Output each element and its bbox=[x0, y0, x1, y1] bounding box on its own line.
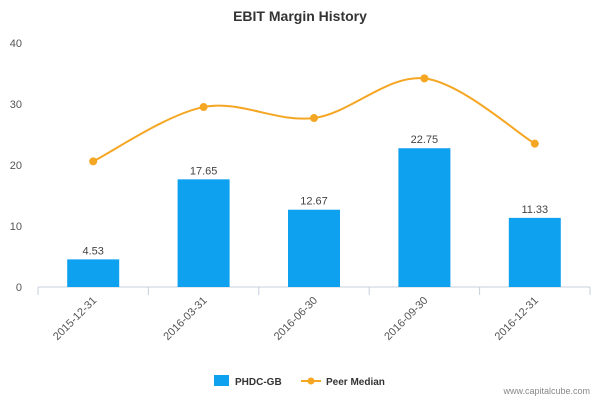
source-credit: www.capitalcube.com bbox=[502, 386, 590, 396]
x-tick-label: 2015-12-31 bbox=[51, 295, 99, 343]
y-tick-label: 10 bbox=[10, 221, 22, 233]
chart-title: EBIT Margin History bbox=[233, 8, 367, 24]
bar[interactable] bbox=[508, 217, 561, 287]
bar-data-label: 4.53 bbox=[82, 245, 103, 257]
y-tick-label: 20 bbox=[10, 160, 22, 172]
legend-label-peer-median: Peer Median bbox=[326, 377, 385, 388]
y-tick-label: 40 bbox=[10, 38, 22, 50]
bar-data-labels: 4.53 17.65 12.67 22.75 11.33 bbox=[82, 134, 548, 257]
x-tick-label: 2016-12-31 bbox=[493, 295, 541, 343]
peer-median-point[interactable] bbox=[89, 157, 98, 166]
bar-data-label: 17.65 bbox=[190, 165, 218, 177]
x-tick-labels: 2015-12-31 2016-03-31 2016-06-30 2016-09-30… bbox=[51, 295, 541, 343]
line-series-peer-median bbox=[89, 74, 539, 166]
legend-swatch-phdc-gb bbox=[214, 375, 229, 386]
x-tick-label: 2016-03-31 bbox=[161, 295, 209, 343]
x-tick-marks bbox=[37, 287, 591, 295]
peer-median-point[interactable] bbox=[530, 139, 539, 148]
legend[interactable]: PHDC-GB Peer Median bbox=[214, 375, 385, 388]
y-tick-label: 30 bbox=[10, 99, 22, 111]
bar-data-label: 12.67 bbox=[300, 196, 328, 208]
bar-data-label: 22.75 bbox=[411, 134, 439, 146]
peer-median-point[interactable] bbox=[199, 103, 208, 112]
y-axis: 0 10 20 30 40 bbox=[10, 38, 22, 294]
legend-marker-peer-median bbox=[307, 377, 315, 385]
bar[interactable] bbox=[288, 209, 340, 287]
legend-label-phdc-gb: PHDC-GB bbox=[235, 377, 282, 388]
y-tick-label: 0 bbox=[16, 282, 22, 294]
bar[interactable] bbox=[177, 179, 230, 287]
bar-series-phdc-gb bbox=[67, 148, 561, 287]
peer-median-point[interactable] bbox=[420, 74, 429, 83]
bar-data-label: 11.33 bbox=[521, 204, 548, 216]
peer-median-point[interactable] bbox=[310, 114, 318, 123]
x-tick-label: 2016-06-30 bbox=[272, 295, 320, 343]
bar[interactable] bbox=[67, 259, 120, 287]
bar[interactable] bbox=[398, 148, 451, 287]
x-tick-label: 2016-09-30 bbox=[382, 295, 430, 343]
